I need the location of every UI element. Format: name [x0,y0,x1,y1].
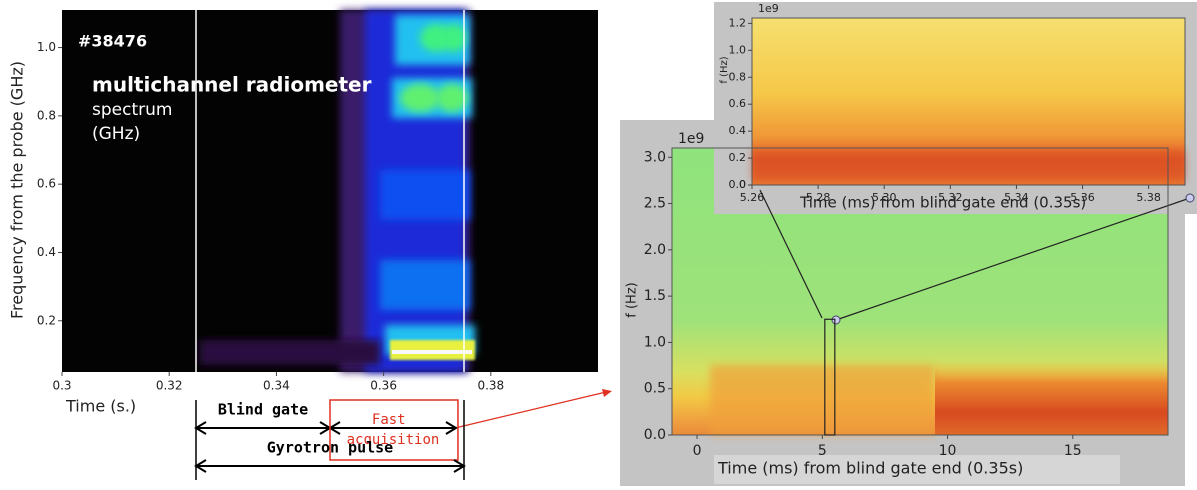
y-tick-label: 0.4 [37,245,56,259]
y-tick-label: 0.0 [644,427,666,443]
span-label: Fast acquisition [347,412,440,448]
y-tick-label: 2.0 [644,242,666,258]
y-tick-label: 0.5 [644,381,666,397]
y-tick-label: 0.8 [729,70,747,83]
inset-heatmap [752,18,1185,185]
x-tick-label: 5.38 [1136,191,1161,204]
connectors [759,189,1191,321]
y-tick-label: 1.0 [644,334,666,350]
y-tick-label: 0.2 [729,151,747,164]
red-arrow [454,389,612,429]
x-axis-label: Time (ms) from blind gate end (0.35s) [717,459,1023,478]
highlight-box [329,399,459,461]
y-tick-label: 1.2 [729,16,747,29]
y-tick-label: 1.5 [644,288,666,304]
x-tick-label: 5.32 [938,191,963,204]
x-tick-label: 0.34 [263,379,290,393]
span-label: Gyrotron pulse [267,439,393,457]
x-tick-label: 5.28 [806,191,831,204]
left-heatmap [62,10,598,372]
y-tick-label: 0.0 [729,178,747,191]
offset-label: 1e9 [678,131,704,147]
arrow-head [445,421,458,435]
chart-title: multichannel radiometer [92,73,372,97]
x-tick-label: 5 [818,443,827,459]
y-tick-label: 3.0 [644,149,666,165]
x-tick-label: 0.38 [477,379,504,393]
offset-label: 1e9 [758,2,779,15]
y-tick-label: 0.8 [37,108,56,122]
zoom-handle [831,315,841,325]
subtitle: spectrum [92,100,172,120]
x-tick-label: 5.34 [1004,191,1029,204]
x-tick-label: 0.32 [156,379,183,393]
y-tick-label: 0.6 [37,177,56,191]
zoom-handle [1185,193,1195,203]
y-axis-label: f (Hz) [719,56,730,83]
plot-frame [671,147,1169,436]
y-tick-label: 1.0 [729,43,747,56]
y-axis-label: Frequency from the probe (GHz) [8,61,27,319]
x-axis-label: Time (s.) [65,397,136,416]
x-tick-label: 5.26 [740,191,765,204]
x-tick-label: 0.3 [52,379,71,393]
x-tick-label: 0.36 [370,379,397,393]
y-tick-label: 2.5 [644,196,666,212]
y-tick-label: 0 [739,178,746,191]
x-axis-label: Time (ms) from blind gate end (0.35s) [799,194,1086,212]
x-tick-label: 5.36 [1070,191,1095,204]
subtitle: (GHz) [92,124,140,144]
y-tick-label: 0.2 [37,313,56,327]
x-tick-label: 10 [939,443,957,459]
y-tick-label: 0.4 [729,124,747,137]
y-tick-label: 0.6 [729,97,747,110]
y-axis-label: f (Hz) [625,282,640,317]
label-bg [714,455,1120,484]
span-label: Blind gate [218,401,308,419]
x-tick-label: 0 [693,443,702,459]
annotation: #38476 [78,32,147,51]
y-tick-label: 1.0 [37,40,56,54]
x-tick-label: 15 [1064,443,1082,459]
zoom-box [824,318,836,436]
x-tick-label: 5.30 [872,191,897,204]
plot-frame [751,17,1186,186]
